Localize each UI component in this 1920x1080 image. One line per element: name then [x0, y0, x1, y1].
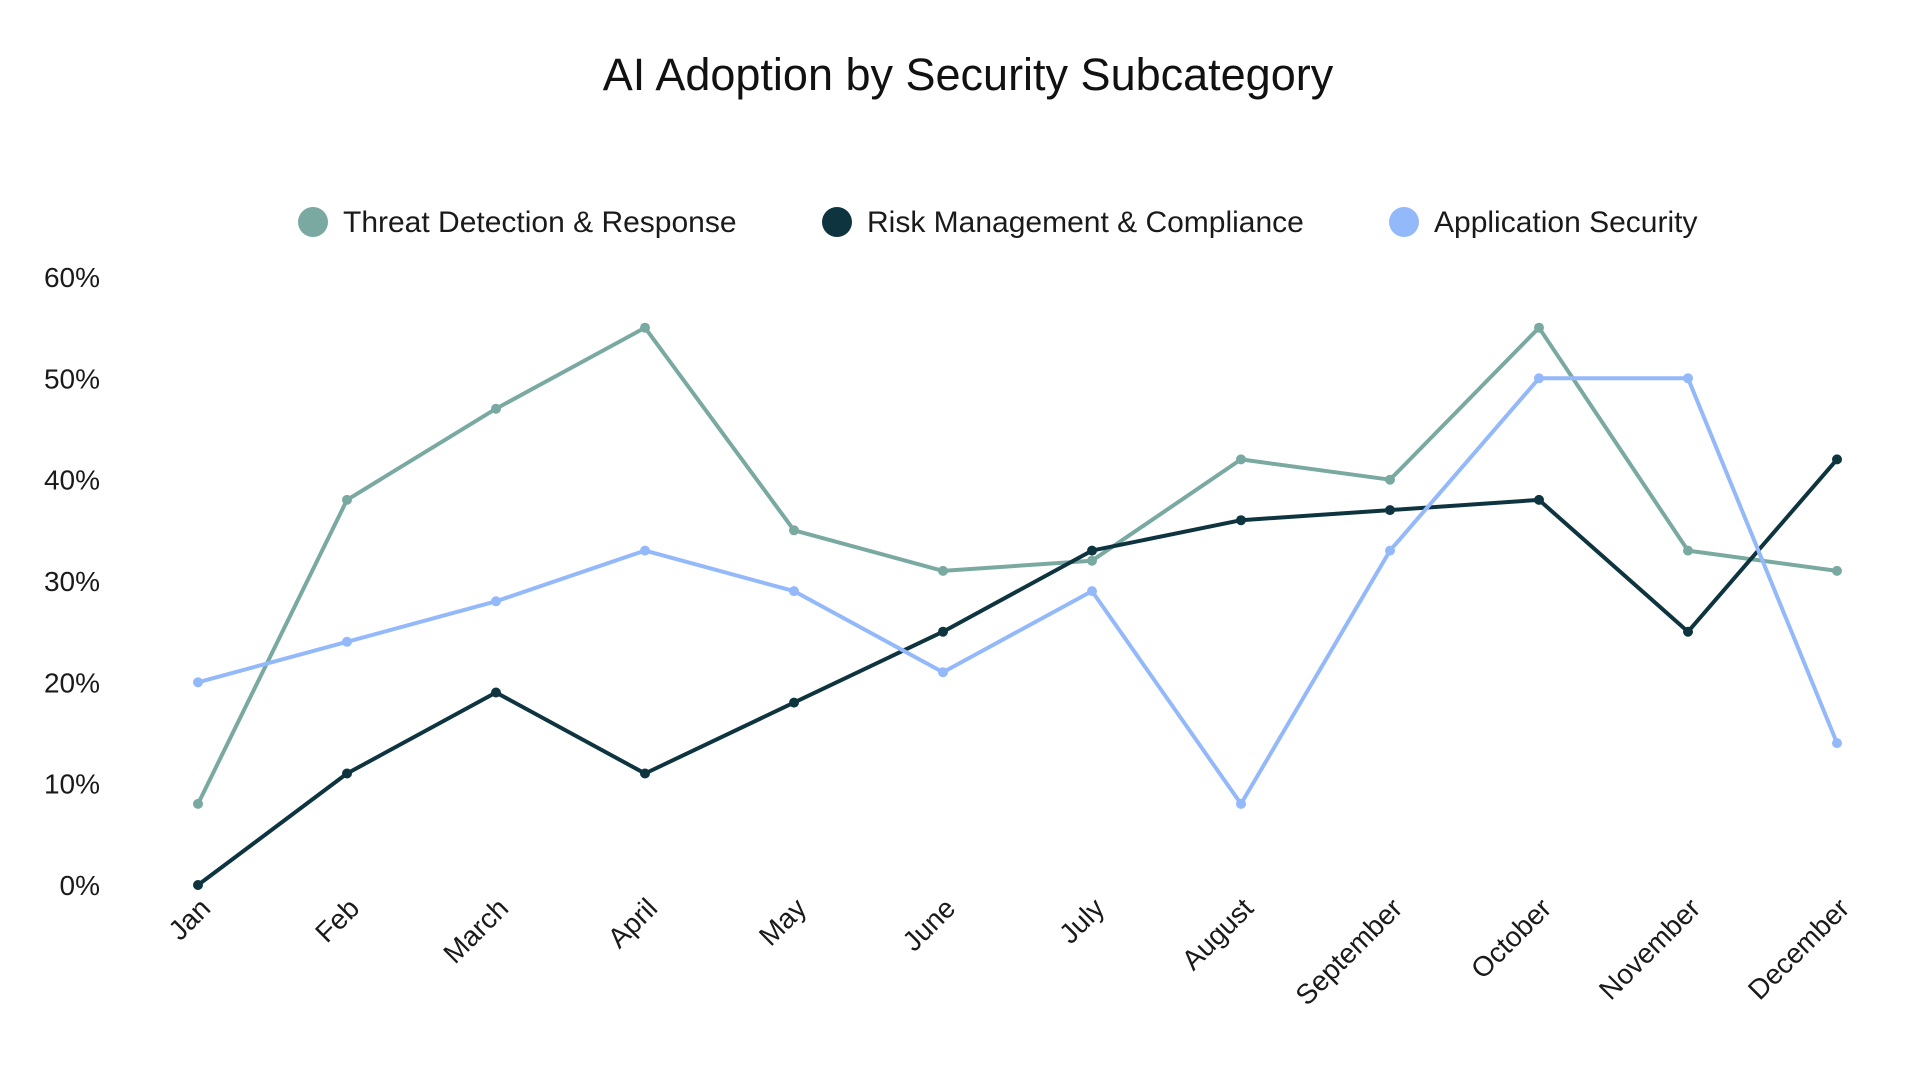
data-point: [789, 697, 799, 708]
data-point: [1832, 738, 1842, 749]
x-tick-label: June: [896, 892, 961, 957]
y-tick-label: 10%: [44, 769, 100, 800]
data-point: [1236, 515, 1246, 526]
data-point: [938, 626, 948, 637]
x-tick-label: September: [1289, 892, 1408, 1011]
series-layer: [193, 322, 1842, 890]
y-tick-label: 50%: [44, 363, 100, 394]
data-point: [640, 545, 650, 556]
series-line: [196, 376, 1839, 806]
chart-title: AI Adoption by Security Subcategory: [603, 49, 1334, 100]
legend-item: Risk Management & Compliance: [822, 206, 1304, 239]
y-tick-label: 0%: [60, 870, 100, 901]
y-tick-label: 20%: [44, 667, 100, 698]
data-point: [1534, 373, 1544, 384]
data-point: [640, 768, 650, 779]
legend-swatch: [298, 207, 328, 237]
legend-label: Risk Management & Compliance: [867, 206, 1304, 239]
data-point: [491, 403, 501, 414]
legend: Threat Detection & Response Risk Manageme…: [298, 206, 1697, 239]
data-point: [342, 494, 352, 505]
data-point: [193, 677, 203, 688]
x-tick-label: August: [1176, 892, 1260, 976]
legend-label: Threat Detection & Response: [343, 206, 737, 239]
data-point: [1087, 545, 1097, 556]
data-point: [491, 687, 501, 698]
legend-swatch: [822, 207, 852, 237]
data-point: [640, 322, 650, 333]
series-1: [193, 322, 1842, 809]
legend-item: Application Security: [1389, 206, 1697, 239]
series-line: [196, 325, 1839, 806]
data-point: [193, 880, 203, 890]
x-tick-label: November: [1593, 892, 1706, 1005]
data-point: [491, 596, 501, 607]
y-tick-label: 30%: [44, 566, 100, 597]
data-point: [1385, 505, 1395, 516]
data-point: [938, 565, 948, 576]
x-tick-label: Jan: [162, 892, 216, 946]
legend-swatch: [1389, 207, 1419, 237]
y-axis: 0% 10% 20% 30% 40% 50% 60%: [44, 262, 100, 901]
data-point: [938, 667, 948, 678]
data-point: [1087, 555, 1097, 566]
x-tick-label: April: [602, 892, 664, 954]
data-point: [1087, 586, 1097, 597]
data-point: [193, 798, 203, 809]
data-point: [1832, 454, 1842, 465]
data-point: [789, 586, 799, 597]
series-3: [193, 373, 1842, 809]
data-point: [1683, 626, 1693, 637]
series-2: [193, 454, 1842, 890]
x-tick-label: December: [1742, 892, 1855, 1005]
legend-item: Threat Detection & Response: [298, 206, 737, 239]
data-point: [1683, 373, 1693, 384]
data-point: [342, 636, 352, 647]
x-tick-label: Feb: [309, 892, 365, 948]
data-point: [789, 525, 799, 536]
x-tick-label: March: [437, 892, 514, 969]
y-tick-label: 60%: [44, 262, 100, 293]
x-tick-label: July: [1053, 892, 1110, 949]
data-point: [342, 768, 352, 779]
data-point: [1832, 565, 1842, 576]
x-axis: Jan Feb March April May June July August Septemb…: [162, 892, 1855, 1011]
data-point: [1534, 494, 1544, 505]
legend-label: Application Security: [1434, 206, 1697, 239]
data-point: [1683, 545, 1693, 556]
data-point: [1236, 798, 1246, 809]
data-point: [1385, 545, 1395, 556]
y-tick-label: 40%: [44, 465, 100, 496]
data-point: [1534, 322, 1544, 333]
series-line: [196, 457, 1839, 887]
data-point: [1236, 454, 1246, 465]
data-point: [1385, 474, 1395, 485]
x-tick-label: October: [1465, 892, 1557, 984]
x-tick-label: May: [753, 892, 812, 951]
